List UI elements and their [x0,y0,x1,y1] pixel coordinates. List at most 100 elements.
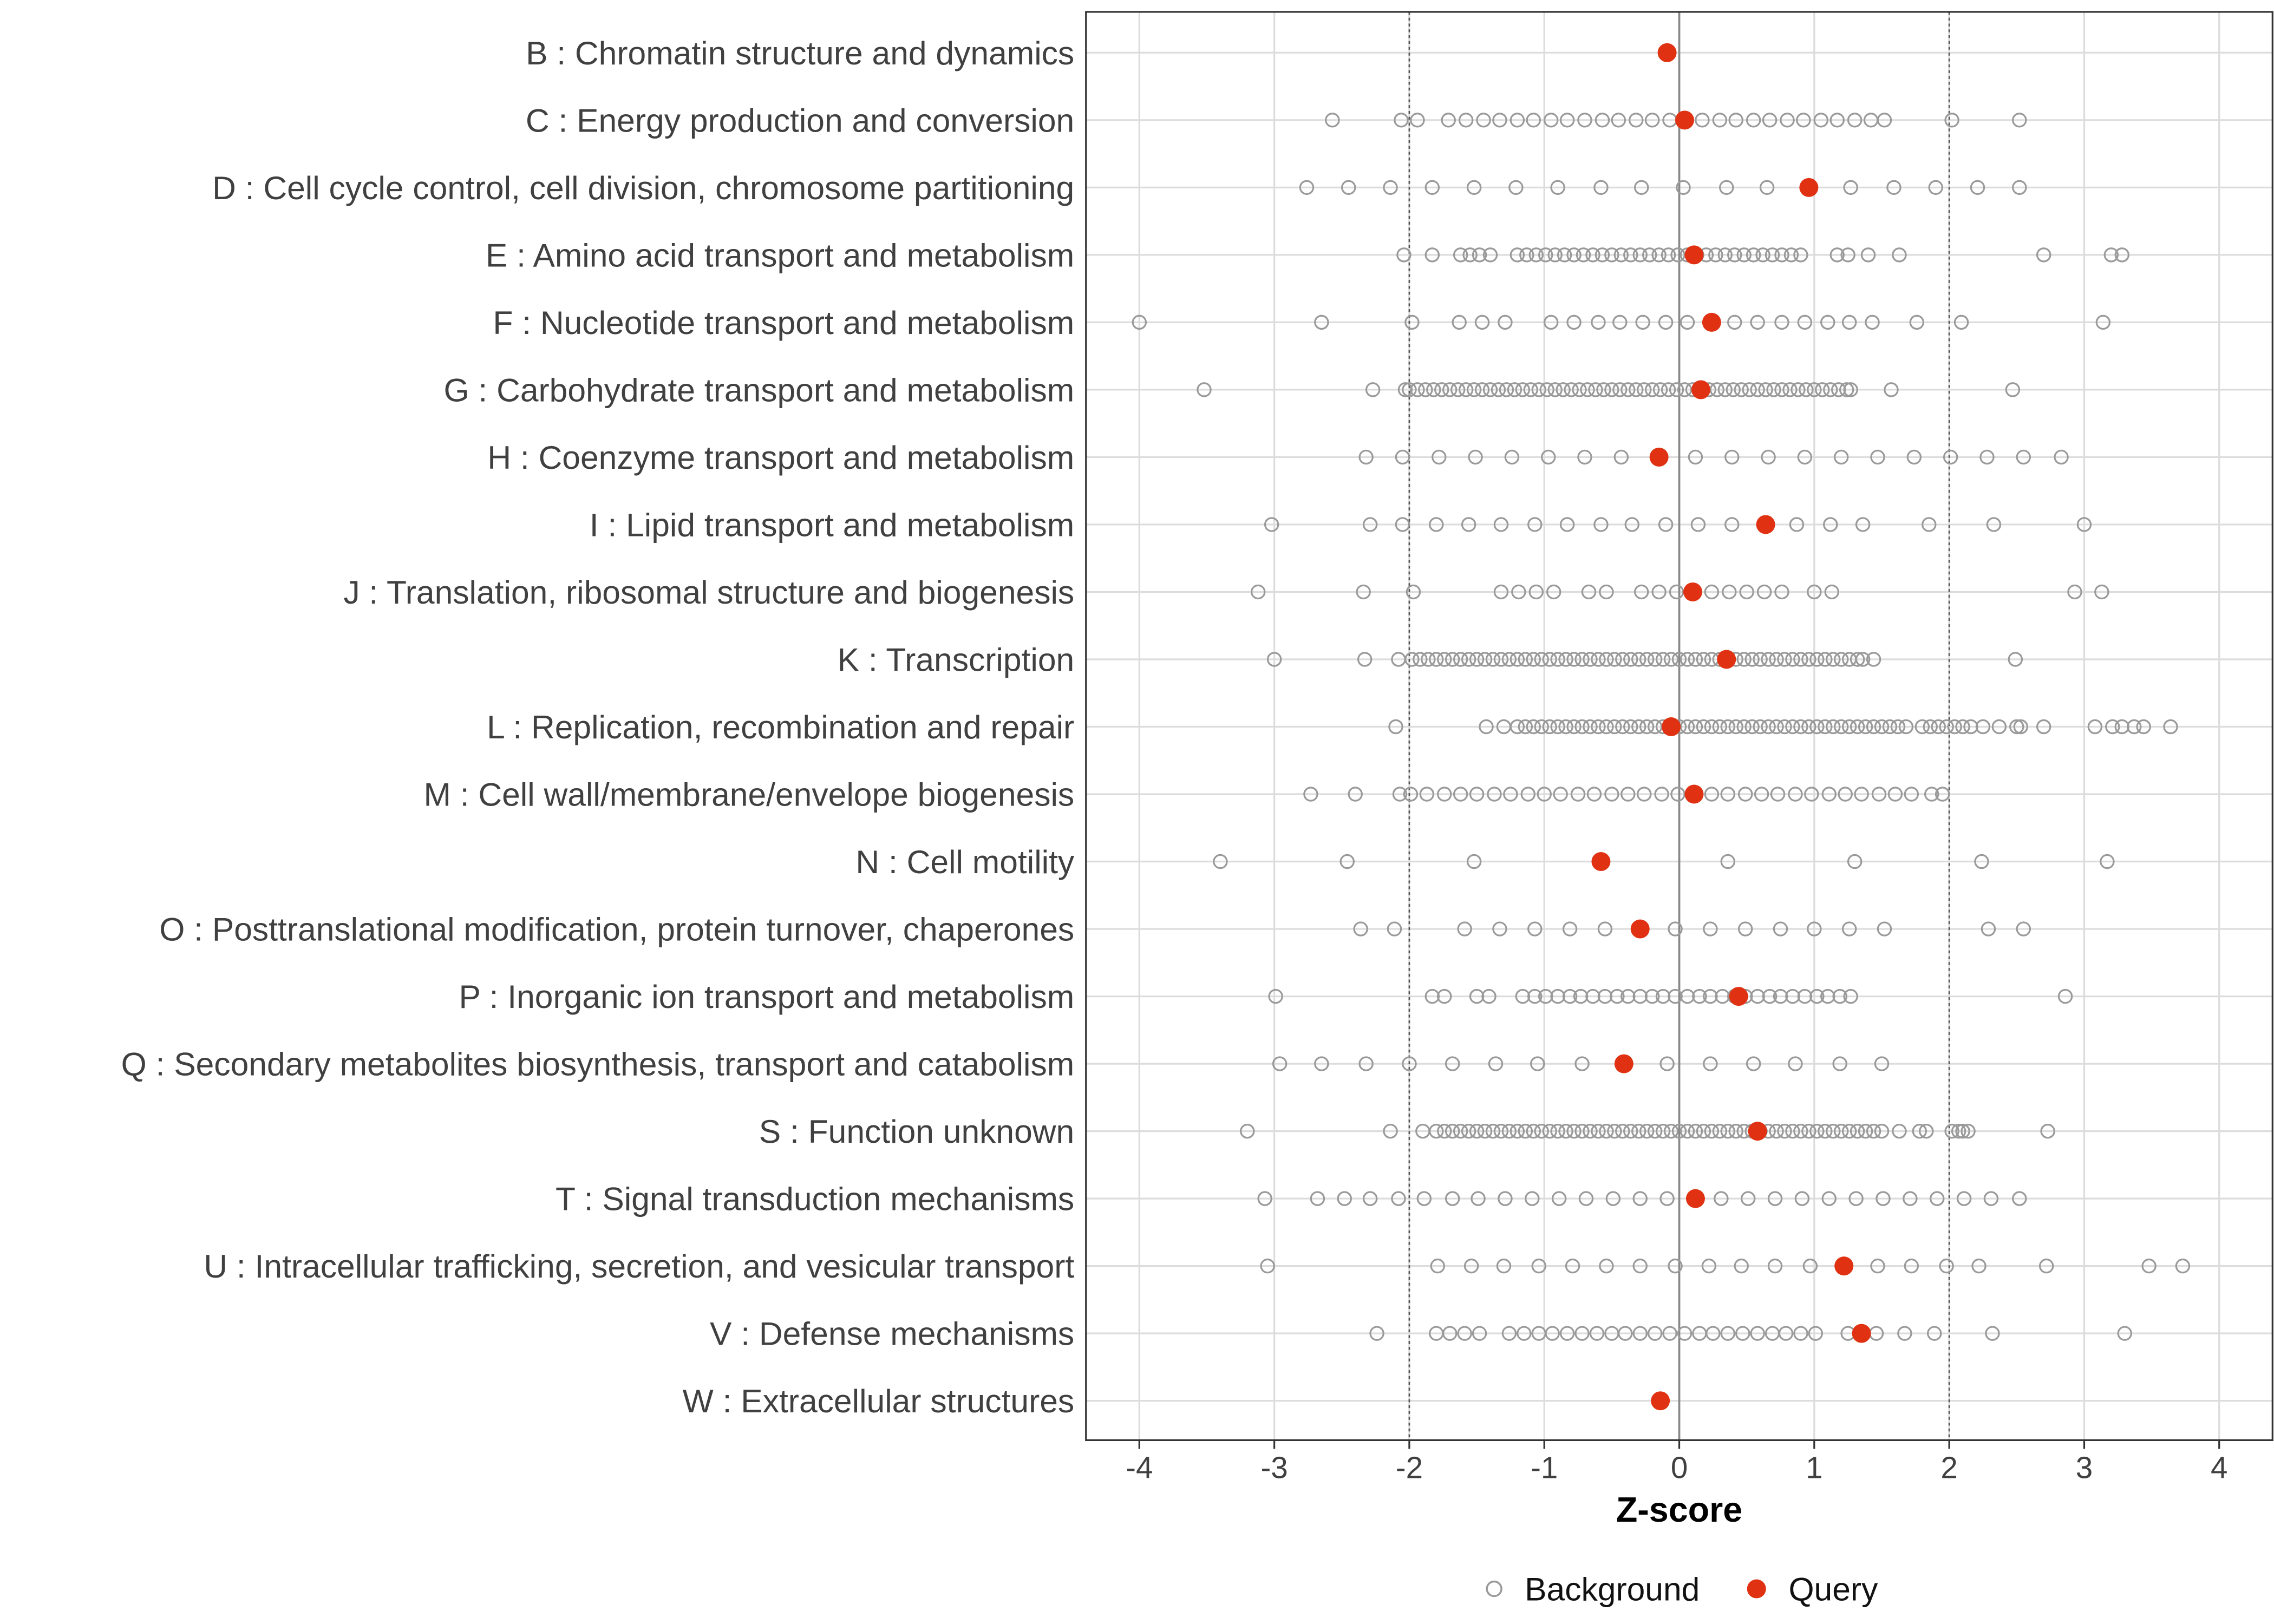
x-tick-label: -2 [1396,1450,1423,1484]
background-point [1877,113,1892,128]
background-point [1585,988,1600,1004]
background-point [1599,719,1614,735]
background-point [1526,113,1541,128]
background-point [1477,1123,1493,1139]
background-point [1466,180,1482,195]
background-point [1807,382,1822,397]
query-point [1834,1256,1854,1276]
background-point [1469,787,1485,802]
background-point [1979,449,1995,465]
background-point [1353,921,1368,937]
background-point [1599,652,1614,667]
x-tick-label: -1 [1531,1450,1558,1484]
background-point [1461,652,1476,667]
background-point [1550,719,1565,735]
category-label: M : Cell wall/membrane/envelope biogenes… [423,776,1074,813]
background-point [1566,652,1582,667]
background-point [1469,988,1485,1004]
background-point [1576,247,1591,263]
background-point [1604,382,1619,397]
background-point [1928,180,1943,195]
background-point [1706,1326,1721,1341]
background-point [1644,382,1660,397]
background-point [1838,787,1853,802]
category-label: B : Chromatin structure and dynamics [526,35,1074,71]
query-point [1717,650,1736,669]
background-point [1479,719,1494,735]
background-point [1593,517,1609,532]
background-point [1430,1258,1446,1274]
background-point [1756,584,1772,600]
background-point [1663,1123,1679,1139]
background-point [1488,1056,1504,1071]
query-point [1630,919,1650,939]
background-point [1670,247,1685,263]
background-point [1397,382,1413,397]
background-point [1704,1123,1720,1139]
background-point [1820,315,1835,330]
background-point [1458,382,1474,397]
background-point [1651,247,1667,263]
background-point [1632,1258,1648,1274]
background-point [1337,1191,1352,1206]
background-point [1839,382,1854,397]
category-label: F : Nucleotide transport and metabolism [493,304,1074,341]
background-point [1574,1123,1590,1139]
background-point [1821,787,1837,802]
background-point [1257,1191,1272,1206]
background-point [1537,787,1552,802]
background-point [1510,719,1525,735]
background-point [1487,787,1502,802]
background-point [1424,247,1440,263]
background-point [1947,719,1962,735]
background-point [1577,449,1592,465]
background-point [1404,315,1420,330]
background-point [1890,719,1906,735]
background-point [1463,1258,1479,1274]
background-point [1266,652,1282,667]
background-point [2094,584,2109,600]
background-point [1419,787,1435,802]
background-point [1858,719,1873,735]
background-point [1437,787,1452,802]
background-point [1574,719,1590,735]
background-point [1943,449,1958,465]
background-point [1481,988,1497,1004]
background-point [1777,652,1792,667]
background-point [1591,652,1606,667]
background-point [1746,247,1761,263]
background-point [1728,1123,1743,1139]
background-point [1523,382,1539,397]
background-point [1753,652,1768,667]
grid-lines [1086,11,2273,1440]
background-point [1841,921,1857,937]
background-point [1892,247,1907,263]
background-point [1615,652,1630,667]
background-point [1898,719,1914,735]
background-point [2103,247,2119,263]
background-point [1461,1123,1476,1139]
background-point [1565,1258,1580,1274]
background-point [1850,1123,1865,1139]
background-point [1635,315,1650,330]
query-point [1729,987,1748,1006]
legend: Background Query [1486,1571,1878,1608]
background-point [1492,921,1507,937]
background-point [1975,719,1991,735]
background-point [1580,382,1595,397]
background-point [1821,1191,1837,1206]
background-point [1670,787,1685,802]
background-point [1850,719,1865,735]
background-point [1508,180,1524,195]
background-point [1983,1191,1999,1206]
background-point [1410,382,1425,397]
background-point [1724,517,1740,532]
background-point [2012,113,2027,128]
background-point [1801,719,1816,735]
background-point [1383,1123,1398,1139]
background-point [1793,247,1808,263]
background-point [1774,247,1789,263]
background-point [1780,113,1795,128]
background-point [1395,517,1410,532]
query-point [1614,1054,1633,1073]
